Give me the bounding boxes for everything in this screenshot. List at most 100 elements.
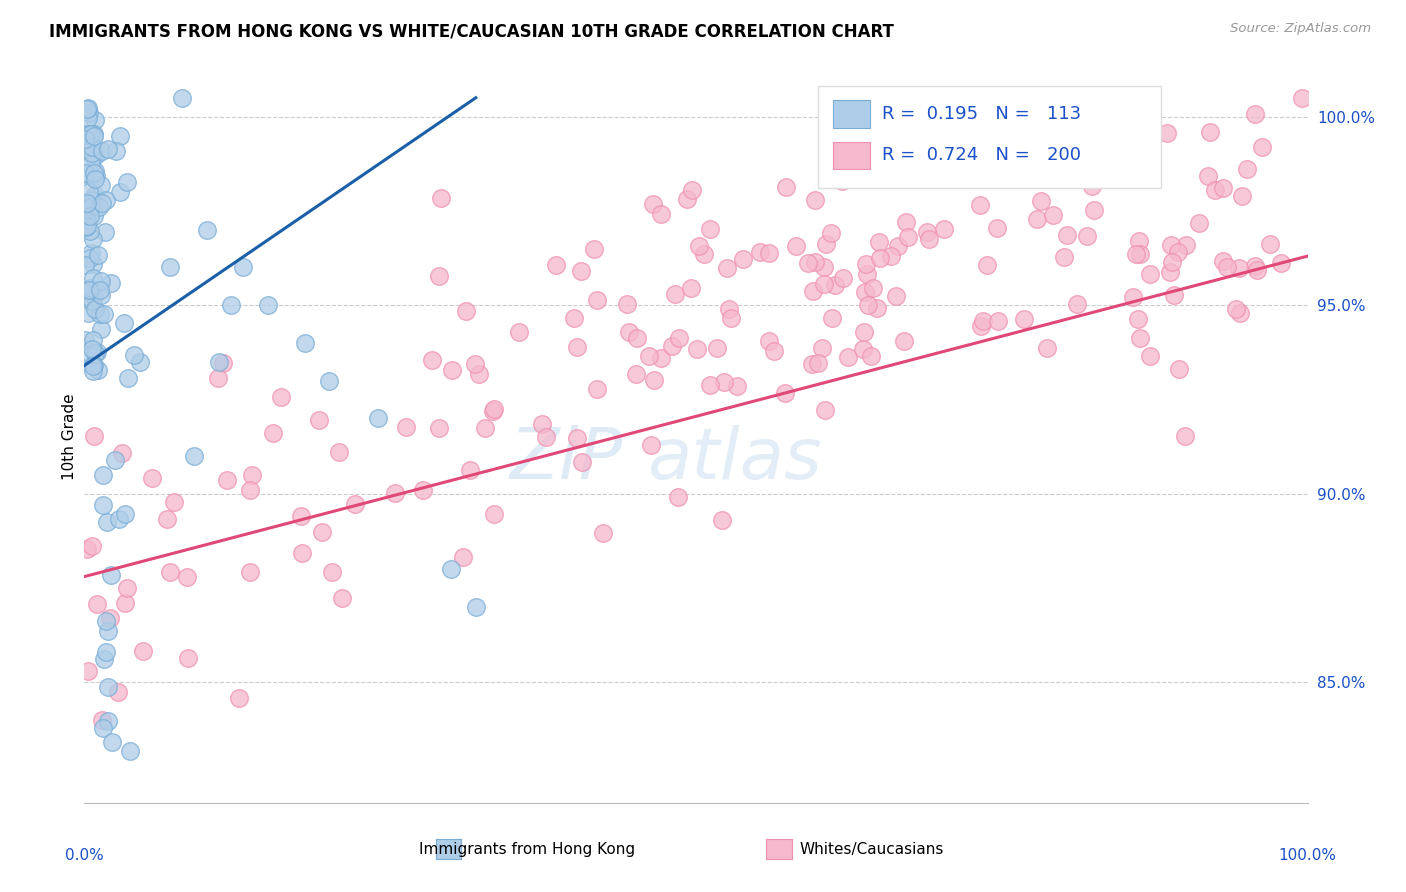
Point [97,714,120,728]
Point [228,691,250,706]
Point [82,364,104,378]
Point [706,341,728,355]
Point [311,524,333,539]
Point [1291,91,1313,105]
Point [91,468,114,483]
Point [801,284,824,298]
Point [679,281,702,295]
Point [1056,149,1078,163]
Point [80,200,103,214]
Point [758,245,780,260]
Point [79,128,101,142]
Point [100,567,122,582]
Point [79,209,101,223]
Point [93,225,115,239]
Point [1197,169,1219,184]
Point [453,549,475,564]
Point [1167,362,1189,376]
Point [117,371,139,385]
Point [1076,229,1098,244]
Point [1129,247,1152,261]
Point [183,449,205,463]
Point [464,599,486,614]
Point [207,371,229,385]
Point [534,430,557,444]
Point [1198,125,1220,139]
Bar [832,100,870,128]
Point [565,431,588,445]
Point [82,140,104,154]
Point [814,237,837,252]
Point [640,438,662,452]
Point [93,307,115,321]
Point [820,310,842,325]
Point [290,546,312,560]
Point [159,566,181,580]
Point [367,411,389,425]
Point [668,331,690,345]
Point [814,403,837,417]
Point [530,417,553,432]
Point [1204,183,1226,197]
Point [716,261,738,276]
Point [586,293,609,308]
Point [75,128,97,142]
Point [824,278,846,293]
Point [232,260,254,275]
Bar [832,142,870,169]
Point [75,207,97,221]
Point [868,235,890,249]
Point [118,743,141,757]
Text: R =  0.724   N =   200: R = 0.724 N = 200 [882,146,1081,164]
Point [569,263,592,277]
Point [986,221,1008,235]
Point [853,285,876,299]
Point [83,128,105,143]
Point [77,284,100,298]
Point [1066,296,1088,310]
Point [97,142,120,156]
Point [84,346,107,360]
Point [427,421,450,435]
Point [84,169,107,183]
Point [544,258,567,272]
Point [94,193,117,207]
Point [84,172,107,186]
Point [688,239,710,253]
Point [482,401,505,416]
Point [762,343,785,358]
Point [97,624,120,638]
Point [969,198,991,212]
Point [91,714,114,728]
Point [1036,341,1059,355]
Point [91,144,114,158]
Point [83,358,105,372]
Point [699,222,721,236]
Point [862,281,884,295]
Point [582,243,605,257]
Point [156,511,179,525]
Point [866,301,889,316]
Point [1244,107,1267,121]
Point [117,582,139,596]
Point [76,213,98,227]
Point [932,222,955,236]
Text: 100.0%: 100.0% [1278,848,1337,863]
Point [82,149,104,163]
Point [853,325,876,339]
Point [564,311,586,326]
Point [1071,142,1094,156]
Point [1128,311,1150,326]
Point [270,390,292,404]
Point [132,643,155,657]
Point [758,334,780,348]
Point [1008,164,1031,178]
Point [586,382,609,396]
Point [239,565,262,579]
Point [733,252,755,266]
Y-axis label: 10th Grade: 10th Grade [62,393,77,481]
Point [699,378,721,392]
Point [163,494,186,508]
Point [482,507,505,521]
Point [91,498,114,512]
